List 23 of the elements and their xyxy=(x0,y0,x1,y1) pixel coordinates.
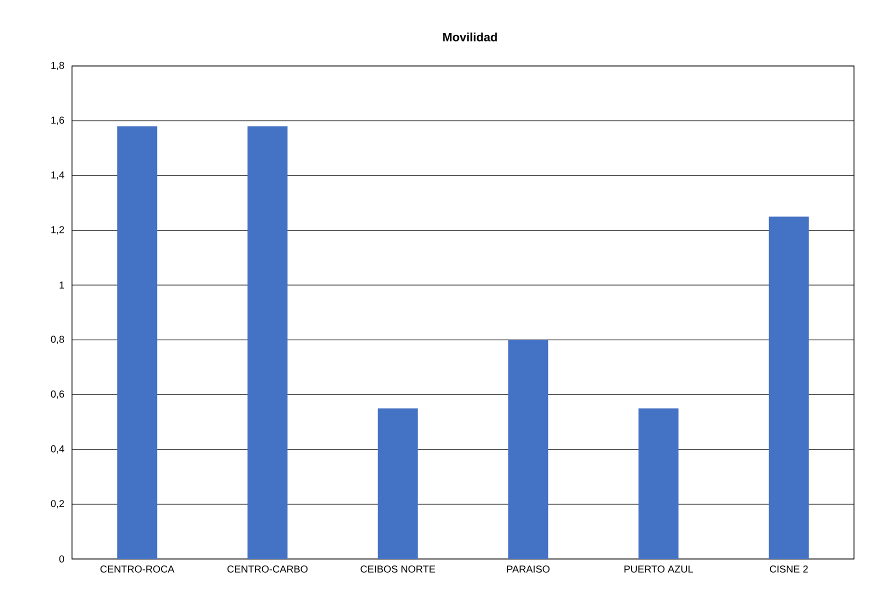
x-tick-label: PUERTO AZUL xyxy=(624,566,693,573)
bar xyxy=(638,408,679,559)
bar xyxy=(248,126,288,559)
y-tick-label: 1 xyxy=(60,282,64,289)
y-tick-label: 0,4 xyxy=(50,445,64,454)
x-tick-label: PARAISO xyxy=(507,566,550,573)
x-tick-label: CENTRO-ROCA xyxy=(100,566,174,573)
y-tick-label: 0,2 xyxy=(50,500,64,508)
y-tick-label: 1,2 xyxy=(51,226,64,234)
bar xyxy=(117,126,158,559)
bar xyxy=(768,216,809,559)
y-tick-label: 0 xyxy=(59,555,64,563)
y-tick-label: 0,8 xyxy=(50,336,64,344)
x-tick-label: CENTRO-CARBO xyxy=(227,566,308,573)
y-tick-label: 1,8 xyxy=(51,62,64,70)
x-tick-label: CEIBOS NORTE xyxy=(360,566,436,573)
bar xyxy=(508,340,548,559)
x-tick-label: CISNE 2 xyxy=(770,566,808,573)
y-tick-label: 1,6 xyxy=(51,116,64,125)
chart-title: Movilidad xyxy=(443,32,497,42)
y-tick-label: 0,6 xyxy=(50,390,64,399)
bar xyxy=(378,408,418,559)
y-tick-label: 1,4 xyxy=(51,171,64,180)
